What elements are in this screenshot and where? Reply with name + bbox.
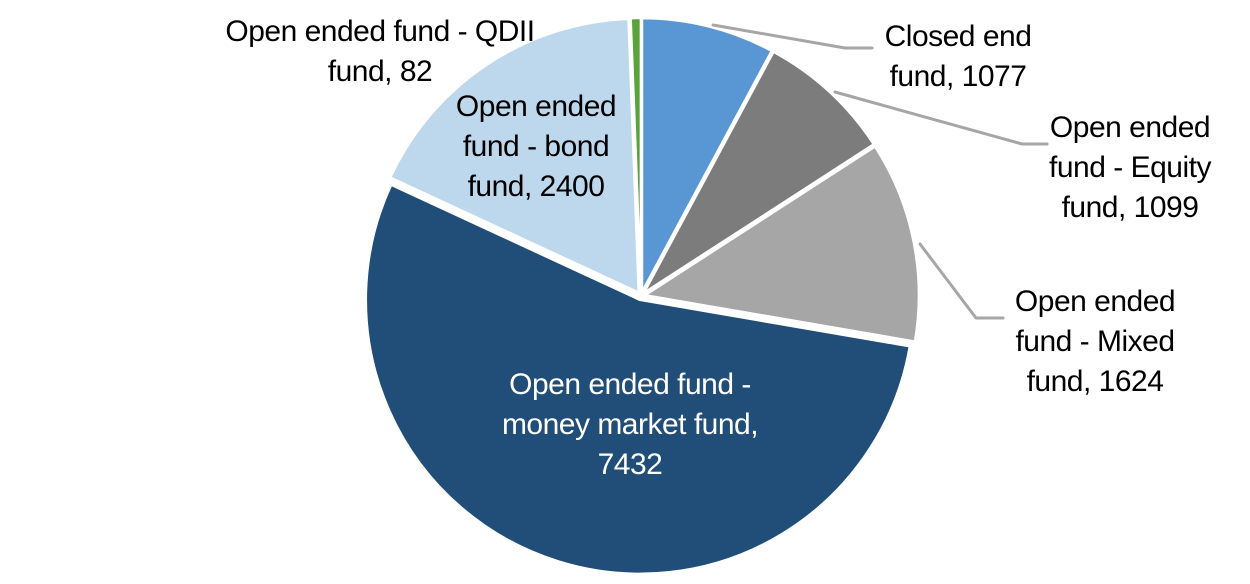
pie-slices-group: [364, 16, 921, 576]
pie-slice-closed-end-fund: [640, 16, 774, 294]
leader-line-mixed-fund: [918, 242, 1005, 320]
pie-slice-open-ended-fund-bond-fund: [388, 17, 641, 294]
pie-slice-open-ended-fund-equity-fund: [642, 50, 876, 295]
pie-slice-open-ended-fund-qdii-fund: [629, 16, 643, 294]
pie-slice-open-ended-fund-mixed-fund: [643, 145, 921, 343]
pie-slice-open-ended-fund-money-market-fund: [364, 183, 912, 576]
leader-line-closed-end-fund: [711, 23, 874, 50]
leader-line-equity-fund: [833, 90, 1049, 146]
